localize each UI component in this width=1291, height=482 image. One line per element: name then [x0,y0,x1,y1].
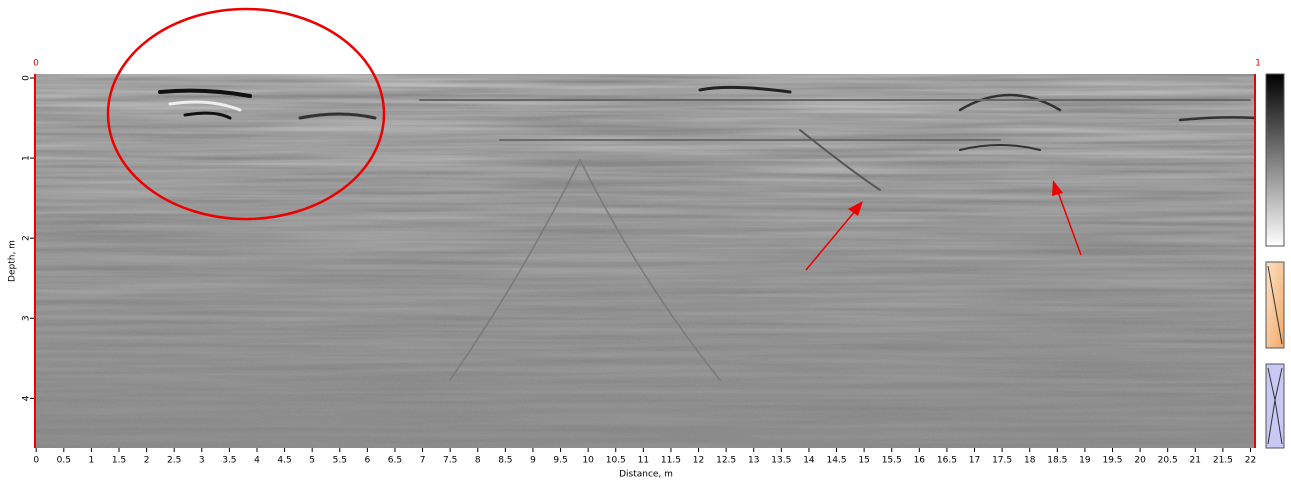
x-tick-label: 14 [803,456,815,466]
x-tick-label: 12.5 [716,456,736,466]
x-tick-label: 9.5 [553,456,567,466]
gray-scale-bar [1265,73,1285,247]
x-tick-label: 2 [144,456,150,466]
x-tick-label: 14.5 [827,456,847,466]
x-tick-label: 16 [914,456,926,466]
x-tick-label: 17 [969,456,980,466]
x-tick-label: 8.5 [498,456,512,466]
arrow [1057,191,1082,256]
y-tick-label: 1 [22,155,32,161]
x-tick-label: 19 [1079,456,1091,466]
x-tick-label: 7 [420,456,426,466]
x-tick-label: 18.5 [1047,456,1067,466]
strong-reflectors [158,85,1256,381]
x-tick-label: 2.5 [167,456,181,466]
x-tick-label: 4 [254,456,260,466]
side-bars [1265,73,1285,449]
x-tick-label: 21 [1190,456,1201,466]
x-tick-label: 3 [199,456,205,466]
filter-bar [1265,363,1285,449]
x-tick-label: 15 [858,456,869,466]
x-tick-label: 11.5 [661,456,681,466]
gain-curve [1267,265,1283,345]
x-tick-label: 9 [530,456,536,466]
x-tick-label: 7.5 [443,456,457,466]
x-tick-label: 10.5 [606,456,626,466]
x-tick-label: 11 [638,456,649,466]
x-tick-label: 22 [1245,456,1256,466]
x-tick-label: 20 [1134,456,1146,466]
arrow [805,209,857,271]
y-tick-label: 3 [22,315,32,321]
x-tick-label: 16.5 [937,456,957,466]
x-tick-label: 17.5 [992,456,1012,466]
filter-curve [1267,367,1283,445]
x-tick-label: 8 [475,456,481,466]
annotations [106,7,1082,271]
x-tick-label: 0.5 [57,456,71,466]
x-tick-label: 5 [309,456,315,466]
x-axis-label: Distance, m [619,470,673,480]
y-tick-label: 4 [22,395,32,401]
x-tick-label: 1.5 [112,456,126,466]
x-tick-label: 4.5 [277,456,291,466]
x-tick-label: 0 [33,456,39,466]
top-marker: 0 [33,59,39,69]
x-tick-label: 18 [1024,456,1036,466]
x-tick-label: 6 [365,456,371,466]
x-tick-label: 19.5 [1102,456,1122,466]
arrow-head [848,201,863,216]
x-tick-label: 1 [89,456,95,466]
x-tick-label: 15.5 [882,456,902,466]
x-tick-label: 12 [693,456,704,466]
reflections [34,74,1256,448]
highlight-ellipse [106,7,386,221]
x-tick-label: 21.5 [1213,456,1233,466]
x-tick-label: 10 [582,456,594,466]
x-tick-label: 13.5 [771,456,791,466]
x-tick-label: 5.5 [333,456,347,466]
x-tick-label: 3.5 [222,456,236,466]
radargram-image [34,74,1256,448]
x-tick-label: 6.5 [388,456,402,466]
x-tick-label: 20.5 [1158,456,1178,466]
x-tick-label: 13 [748,456,759,466]
y-tick-label: 2 [22,235,32,241]
y-axis-label: Depth, m [8,240,18,282]
top-marker: 1 [1255,59,1261,69]
arrow-head [1052,180,1063,196]
y-tick-label: 0 [22,75,32,81]
